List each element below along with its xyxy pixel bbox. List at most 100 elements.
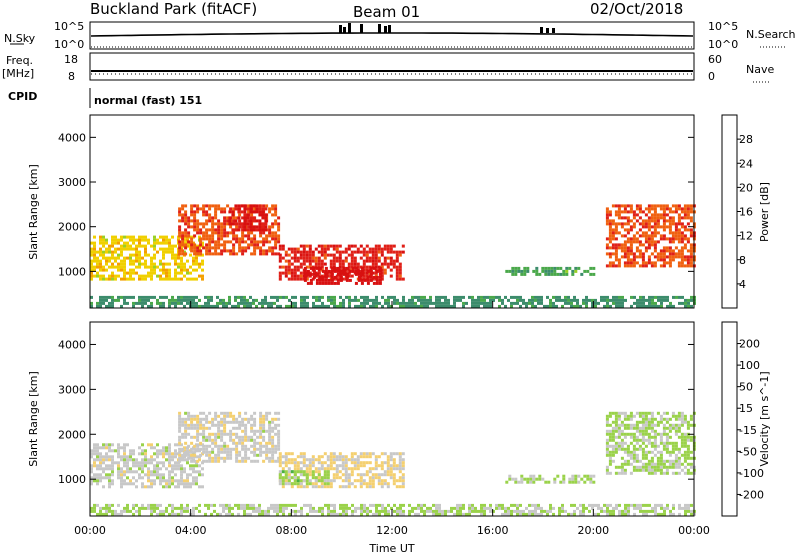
echo-cell: [686, 426, 690, 430]
echo-cell: [174, 277, 177, 281]
echo-cell: [184, 243, 188, 247]
echo-cell: [323, 256, 327, 260]
echo-cell: [323, 253, 327, 257]
echo-cell: [579, 503, 582, 507]
echo-cell: [510, 301, 513, 305]
echo-cell: [666, 295, 669, 299]
echo-cell: [592, 474, 596, 478]
echo-cell: [438, 301, 441, 305]
echo-cell: [311, 458, 315, 462]
echo-cell: [579, 304, 582, 308]
echo-cell: [626, 204, 630, 208]
echo-cell: [196, 207, 200, 211]
echo-cell: [111, 449, 114, 453]
echo-cell: [259, 231, 263, 235]
echo-cell: [192, 467, 195, 471]
echo-cell: [258, 301, 261, 305]
echo-cell: [229, 207, 233, 211]
echo-cell: [677, 426, 681, 430]
echo-cell: [196, 438, 200, 442]
echo-cell: [620, 222, 624, 226]
echo-cell: [150, 265, 153, 269]
echo-cell: [229, 420, 233, 424]
echo-cell: [246, 506, 249, 510]
echo-cell: [262, 435, 266, 439]
echo-cell: [389, 473, 393, 477]
echo-cell: [223, 432, 227, 436]
echo-cell: [665, 225, 669, 229]
echo-cell: [192, 295, 195, 299]
echo-cell: [674, 465, 678, 469]
echo-cell: [653, 438, 657, 442]
echo-cell: [505, 480, 509, 484]
echo-cell: [210, 503, 213, 507]
echo-cell: [108, 503, 111, 507]
echo-cell: [102, 443, 105, 447]
echo-cell: [287, 259, 291, 263]
echo-cell: [626, 462, 630, 466]
echo-cell: [683, 414, 687, 418]
echo-cell: [117, 446, 120, 450]
echo-cell: [211, 231, 215, 235]
echo-cell: [555, 304, 558, 308]
echo-cell: [220, 411, 224, 415]
echo-cell: [252, 216, 256, 220]
echo-cell: [389, 250, 393, 254]
echo-cell: [576, 304, 579, 308]
echo-cell: [311, 473, 315, 477]
echo-cell: [620, 447, 624, 451]
echo-cell: [198, 304, 201, 308]
echo-cell: [327, 506, 330, 510]
echo-cell: [216, 304, 219, 308]
echo-cell: [350, 473, 354, 477]
echo-cell: [671, 240, 675, 244]
echo-cell: [114, 265, 117, 269]
echo-cell: [293, 461, 297, 465]
echo-cell: [259, 432, 263, 436]
echo-cell: [623, 210, 627, 214]
echo-cell: [150, 295, 153, 299]
echo-cell: [111, 467, 114, 471]
echo-cell: [582, 301, 585, 305]
nsearch-label: N.Search: [746, 28, 796, 41]
echo-cell: [366, 298, 369, 302]
echo-cell: [668, 219, 672, 223]
echo-cell: [247, 435, 251, 439]
echo-cell: [105, 467, 108, 471]
echo-cell: [362, 455, 366, 459]
echo-cell: [623, 264, 627, 268]
echo-cell: [362, 482, 366, 486]
echo-cell: [614, 222, 618, 226]
echo-cell: [129, 253, 132, 257]
echo-cell: [620, 444, 624, 448]
echo-cell: [677, 435, 681, 439]
echo-cell: [690, 298, 693, 302]
echo-cell: [690, 512, 693, 516]
echo-cell: [402, 503, 405, 507]
echo-cell: [244, 453, 248, 457]
echo-cell: [552, 512, 555, 516]
echo-cell: [229, 450, 233, 454]
echo-cell: [99, 476, 102, 480]
echo-cell: [656, 423, 660, 427]
echo-cell: [426, 301, 429, 305]
echo-cell: [265, 453, 269, 457]
echo-cell: [147, 253, 150, 257]
echo-cell: [523, 477, 527, 481]
echo-cell: [259, 423, 263, 427]
echo-cell: [629, 240, 633, 244]
echo-cell: [329, 262, 333, 266]
echo-cell: [668, 261, 672, 265]
echo-cell: [162, 265, 165, 269]
echo-cell: [132, 503, 135, 507]
echo-cell: [117, 467, 120, 471]
echo-cell: [99, 301, 102, 305]
echo-cell: [223, 459, 227, 463]
echo-cell: [386, 467, 390, 471]
echo-cell: [135, 485, 138, 489]
echo-cell: [662, 219, 666, 223]
echo-cell: [117, 253, 120, 257]
echo-cell: [165, 235, 168, 239]
echo-cell: [666, 298, 669, 302]
echo-cell: [626, 432, 630, 436]
